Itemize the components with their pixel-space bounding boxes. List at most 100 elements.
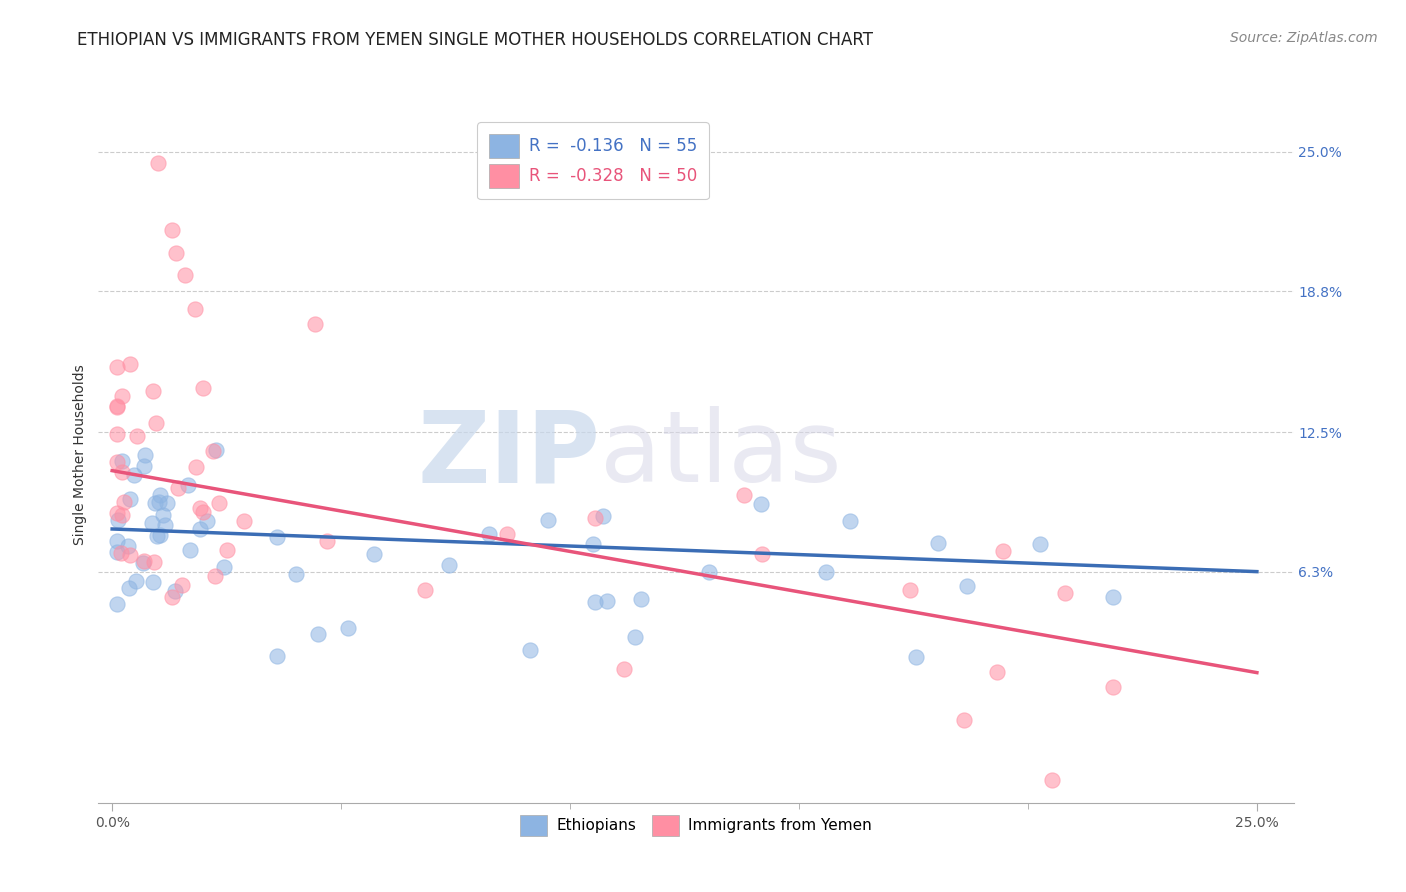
Point	[217, 542, 239, 557]
Point	[105, 426, 128, 441]
Point	[205, 443, 228, 458]
Point	[105, 597, 128, 611]
Point	[266, 530, 288, 544]
Point	[122, 467, 145, 482]
Point	[156, 496, 179, 510]
Point	[105, 360, 128, 375]
Point	[145, 416, 167, 430]
Point	[111, 453, 134, 467]
Point	[134, 448, 156, 462]
Point	[174, 268, 197, 283]
Point	[630, 591, 652, 606]
Point	[927, 536, 949, 550]
Point	[142, 575, 165, 590]
Point	[190, 522, 212, 536]
Point	[904, 649, 927, 664]
Point	[191, 505, 214, 519]
Text: ETHIOPIAN VS IMMIGRANTS FROM YEMEN SINGLE MOTHER HOUSEHOLDS CORRELATION CHART: ETHIOPIAN VS IMMIGRANTS FROM YEMEN SINGL…	[77, 31, 873, 49]
Point	[583, 511, 606, 525]
Point	[537, 513, 560, 527]
Point	[204, 569, 226, 583]
Point	[111, 508, 134, 522]
Point	[162, 591, 184, 605]
Point	[285, 567, 308, 582]
Point	[898, 583, 921, 598]
Point	[111, 389, 134, 403]
Point	[1101, 680, 1123, 694]
Point	[149, 487, 172, 501]
Point	[107, 512, 129, 526]
Point	[1101, 590, 1123, 604]
Point	[120, 492, 142, 507]
Point	[105, 399, 128, 413]
Text: Source: ZipAtlas.com: Source: ZipAtlas.com	[1230, 31, 1378, 45]
Point	[165, 583, 187, 598]
Point	[105, 533, 128, 548]
Point	[118, 357, 141, 371]
Point	[112, 495, 135, 509]
Point	[145, 529, 167, 543]
Point	[437, 558, 460, 572]
Point	[991, 544, 1014, 558]
Point	[733, 488, 755, 502]
Point	[413, 582, 436, 597]
Point	[149, 528, 172, 542]
Point	[749, 496, 772, 510]
Point	[197, 514, 219, 528]
Point	[624, 630, 647, 644]
Point	[134, 554, 156, 568]
Point	[1040, 773, 1063, 788]
Point	[155, 517, 177, 532]
Point	[519, 643, 541, 657]
Legend: Ethiopians, Immigrants from Yemen: Ethiopians, Immigrants from Yemen	[512, 807, 880, 844]
Point	[212, 560, 235, 574]
Point	[105, 401, 128, 415]
Point	[142, 555, 165, 569]
Point	[316, 534, 339, 549]
Point	[134, 458, 156, 473]
Point	[337, 621, 360, 635]
Y-axis label: Single Mother Households: Single Mother Households	[73, 365, 87, 545]
Point	[233, 514, 256, 528]
Point	[141, 516, 163, 530]
Point	[160, 223, 183, 237]
Point	[304, 317, 326, 331]
Point	[166, 482, 188, 496]
Text: ZIP: ZIP	[418, 407, 600, 503]
Point	[986, 665, 1008, 679]
Point	[307, 627, 329, 641]
Point	[596, 593, 619, 607]
Point	[110, 546, 132, 560]
Point	[125, 429, 148, 443]
Point	[613, 662, 636, 676]
Point	[148, 495, 170, 509]
Point	[582, 537, 605, 551]
Point	[152, 508, 174, 522]
Point	[202, 444, 225, 458]
Point	[177, 478, 200, 492]
Point	[208, 496, 231, 510]
Point	[184, 459, 207, 474]
Point	[105, 506, 128, 520]
Point	[953, 713, 976, 727]
Point	[105, 455, 128, 469]
Point	[105, 545, 128, 559]
Point	[583, 595, 606, 609]
Point	[697, 566, 720, 580]
Point	[1029, 536, 1052, 550]
Point	[165, 246, 187, 260]
Point	[188, 500, 211, 515]
Point	[266, 649, 288, 664]
Point	[956, 579, 979, 593]
Point	[839, 514, 862, 528]
Point	[496, 526, 519, 541]
Point	[1054, 586, 1077, 600]
Point	[117, 581, 139, 595]
Point	[478, 527, 501, 541]
Point	[120, 549, 142, 563]
Point	[815, 565, 838, 579]
Point	[191, 381, 214, 395]
Point	[179, 542, 201, 557]
Point	[751, 547, 773, 561]
Point	[142, 384, 165, 398]
